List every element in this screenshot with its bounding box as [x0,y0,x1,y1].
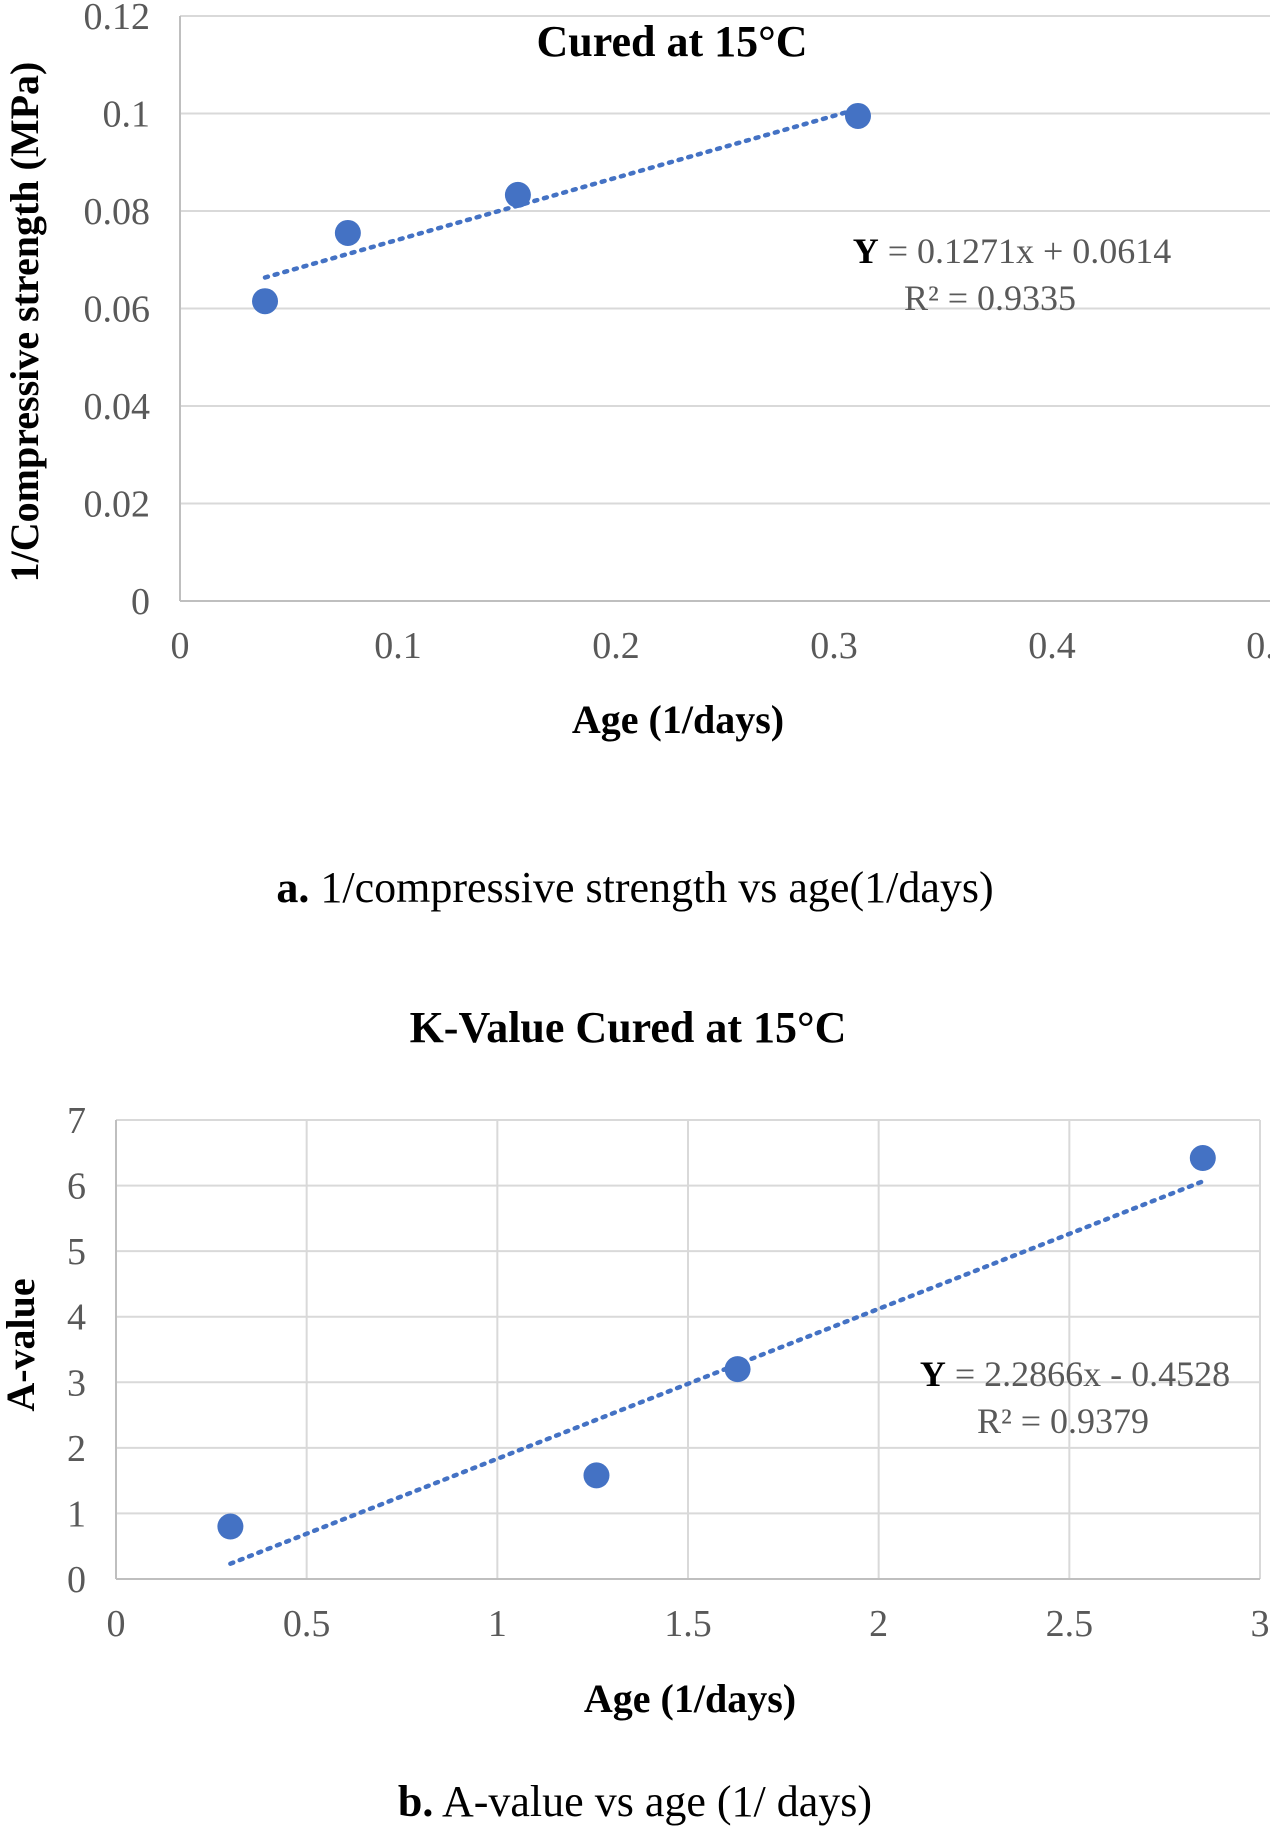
y-tick-label: 7 [67,1100,86,1142]
y-tick-label: 0.06 [84,289,151,331]
x-tick-label: 2.5 [1046,1603,1094,1645]
chart-b-axes [115,1120,1260,1580]
figure-b-caption: b. A-value vs age (1/ days) [0,1776,1270,1827]
x-tick-label: 0 [171,625,190,667]
chart-b-r-squared: R² = 0.9379 [977,1401,1149,1441]
y-tick-label: 0.12 [84,0,151,38]
chart-a-trendline [262,106,861,280]
x-tick-label: 0 [107,1603,126,1645]
y-tick-label: 2 [67,1428,86,1470]
figure-a-caption-text: 1/compressive strength vs age(1/days) [309,863,994,912]
chart-a-equation-y: Y [853,231,879,271]
data-point [583,1462,610,1489]
chart-a-trend-equation: Y = 0.1271x + 0.0614 [853,231,1172,271]
chart-b-gridlines [116,1119,1261,1579]
chart-b-y-tick-labels: 0 1 2 3 4 5 6 7 [67,1100,86,1601]
data-point [504,181,531,208]
figure-b-caption-letter: b. [397,1777,434,1826]
y-tick-label: 4 [67,1297,86,1339]
x-tick-label: 0.5 [1246,625,1270,667]
chart-b-equation-y: Y [920,1354,946,1394]
chart-b-x-tick-labels: 0 0.5 1 1.5 2 2.5 3 [107,1603,1270,1645]
x-tick-label: 1.5 [664,1603,712,1645]
y-tick-label: 0.02 [84,484,151,526]
data-point [334,219,361,246]
chart-b-points [217,1145,1216,1540]
chart-b-title: K-Value Cured at 15°C [410,1003,847,1052]
data-point [1189,1145,1216,1172]
figure-b-caption-text: A-value vs age (1/ days) [433,1777,873,1826]
y-tick-label: 1 [67,1493,86,1535]
x-tick-label: 0.3 [810,625,858,667]
chart-b-x-axis-title: Age (1/days) [584,1676,796,1721]
x-tick-label: 0.4 [1028,625,1076,667]
chart-b-trend-equation: Y = 2.2866x - 0.4528 [920,1354,1230,1394]
chart-b-y-axis-title: A-value [0,1278,43,1411]
chart-a: 0 0.02 0.04 0.06 0.08 0.1 0.12 0 0.1 0.2 0.3 0.4 0.… [2,0,1270,742]
chart-a-title: Cured at 15°C [536,17,807,66]
y-tick-label: 0.08 [84,191,151,233]
linear-trendline [262,106,861,280]
data-point [724,1356,751,1383]
chart-a-y-tick-labels: 0 0.02 0.04 0.06 0.08 0.1 0.12 [84,0,151,623]
y-tick-label: 0 [67,1559,86,1601]
chart-a-r-squared: R² = 0.9335 [904,278,1076,318]
y-tick-label: 0 [131,581,150,623]
chart-a-gridlines [180,15,1270,505]
chart-a-points [252,102,871,315]
data-point [844,102,871,129]
y-tick-label: 3 [67,1362,86,1404]
chart-b-equation-body: = 2.2866x - 0.4528 [946,1354,1230,1394]
linear-trendline [228,1179,1206,1566]
chart-a-y-axis-title: 1/Compressive strength (MPa) [2,62,47,583]
x-tick-label: 3 [1251,1603,1270,1645]
chart-a-x-tick-labels: 0 0.1 0.2 0.3 0.4 0.5 [171,625,1270,667]
figure-a-caption: a. 1/compressive strength vs age(1/days) [0,862,1270,913]
x-tick-label: 1 [488,1603,507,1645]
y-tick-label: 5 [67,1231,86,1273]
y-tick-label: 0.04 [84,386,151,428]
figure-a-caption-letter: a. [276,863,310,912]
y-tick-label: 0.1 [103,94,151,136]
chart-a-axes [179,16,1270,602]
y-tick-label: 6 [67,1166,86,1208]
chart-b-trendline [228,1179,1206,1566]
chart-a-x-axis-title: Age (1/days) [572,697,784,742]
chart-a-equation-body: = 0.1271x + 0.0614 [879,231,1172,271]
x-tick-label: 0.1 [374,625,422,667]
data-point [252,288,279,315]
x-tick-label: 0.2 [592,625,640,667]
data-point [217,1513,244,1540]
chart-b: K-Value Cured at 15°C 0 1 2 3 4 5 6 7 0 0.5 1 1.5 2… [0,1003,1270,1721]
x-tick-label: 0.5 [283,1603,331,1645]
x-tick-label: 2 [869,1603,888,1645]
